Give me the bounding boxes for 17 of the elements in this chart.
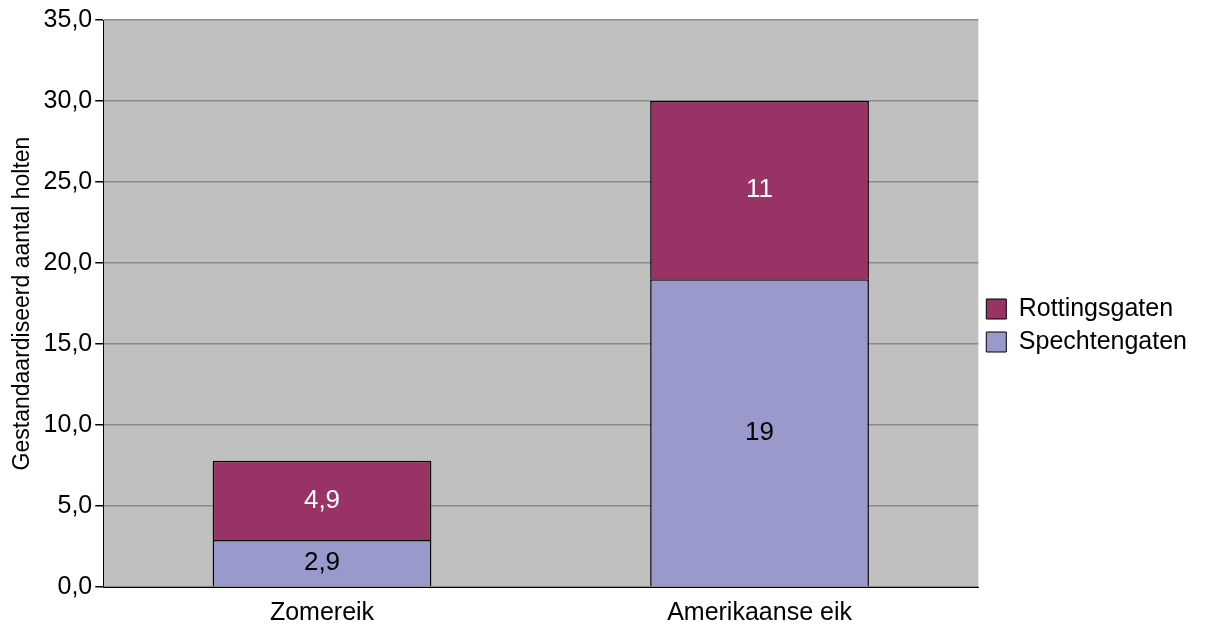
x-tick-label: Amerikaanse eik: [667, 596, 853, 625]
y-axis-title: Gestandaardiseerd aantal holten: [8, 136, 35, 471]
y-tick-label: 35,0: [43, 3, 93, 32]
x-tick-label: Zomereik: [269, 596, 375, 625]
legend-label: Rottingsgaten: [1018, 292, 1174, 321]
data-label: 2,9: [303, 546, 341, 577]
y-tick-label: 10,0: [43, 408, 93, 437]
y-tick-label: 5,0: [57, 489, 93, 518]
data-label: 19: [745, 415, 774, 446]
legend-label: Spechtengaten: [1018, 325, 1187, 354]
y-tick-label: 15,0: [43, 327, 93, 356]
y-tick-label: 20,0: [43, 246, 93, 275]
y-tick-label: 25,0: [43, 165, 93, 194]
data-label: 4,9: [303, 483, 341, 514]
data-label: 11: [746, 173, 774, 204]
y-tick-label: 0,0: [57, 570, 93, 599]
y-tick-label: 30,0: [43, 84, 93, 113]
